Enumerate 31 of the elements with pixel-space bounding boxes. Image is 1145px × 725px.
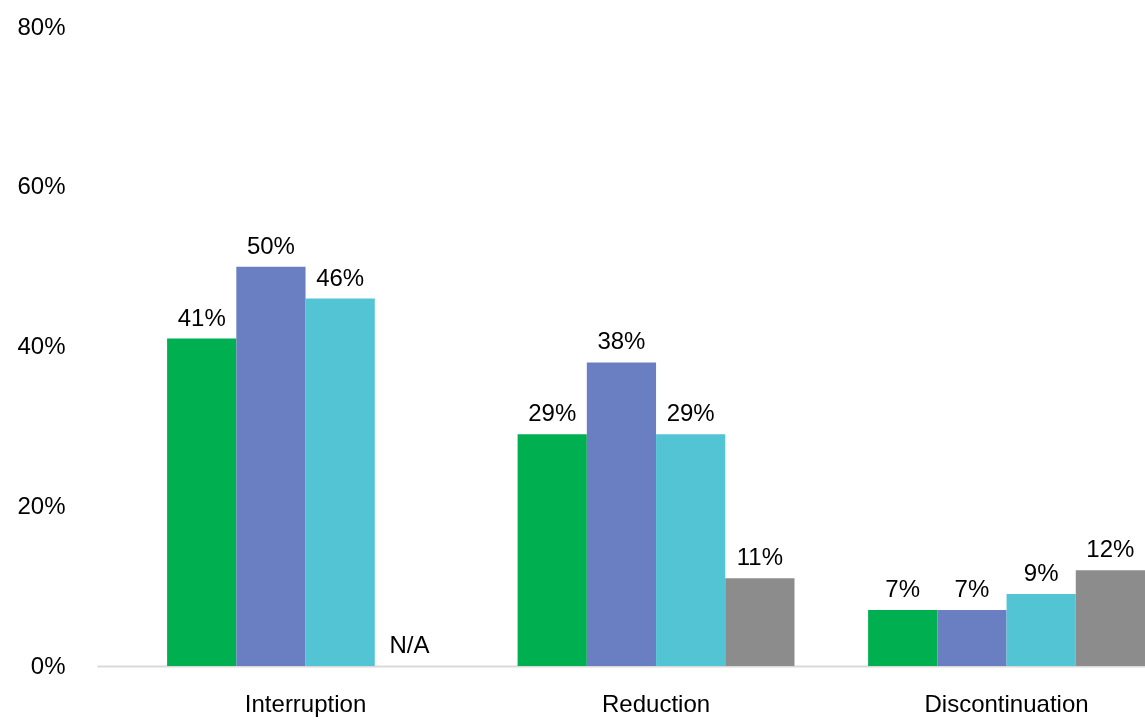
y-tick-label: 0% (30, 651, 66, 679)
bar (725, 578, 795, 666)
bar (656, 434, 726, 666)
x-tick-label: Reduction (602, 689, 711, 717)
bar (1075, 570, 1145, 666)
y-tick-label: 80% (17, 12, 66, 40)
data-label: 12% (1086, 535, 1135, 563)
bar (937, 610, 1007, 666)
data-label: 9% (1023, 559, 1059, 587)
data-label: 46% (316, 263, 365, 291)
y-tick-label: 20% (17, 491, 66, 519)
bar (236, 266, 306, 666)
data-label: 38% (597, 327, 646, 355)
y-tick-label: 40% (17, 332, 66, 359)
bar (305, 298, 375, 666)
bar (517, 434, 587, 666)
bar (1006, 594, 1076, 666)
data-label: 11% (736, 543, 784, 571)
bar (868, 610, 938, 666)
data-label: 50% (246, 231, 295, 259)
data-label: 41% (177, 303, 226, 331)
data-label: 29% (528, 399, 577, 427)
y-tick-label: 60% (17, 172, 66, 200)
x-tick-label: Discontinuation (924, 689, 1089, 717)
data-label: 7% (885, 575, 921, 603)
data-label: 7% (954, 575, 990, 603)
text: N/A (389, 631, 430, 658)
x-tick-label: Interruption (244, 689, 367, 717)
data-label: 29% (666, 399, 715, 427)
bar (167, 338, 237, 666)
bar (586, 362, 657, 666)
